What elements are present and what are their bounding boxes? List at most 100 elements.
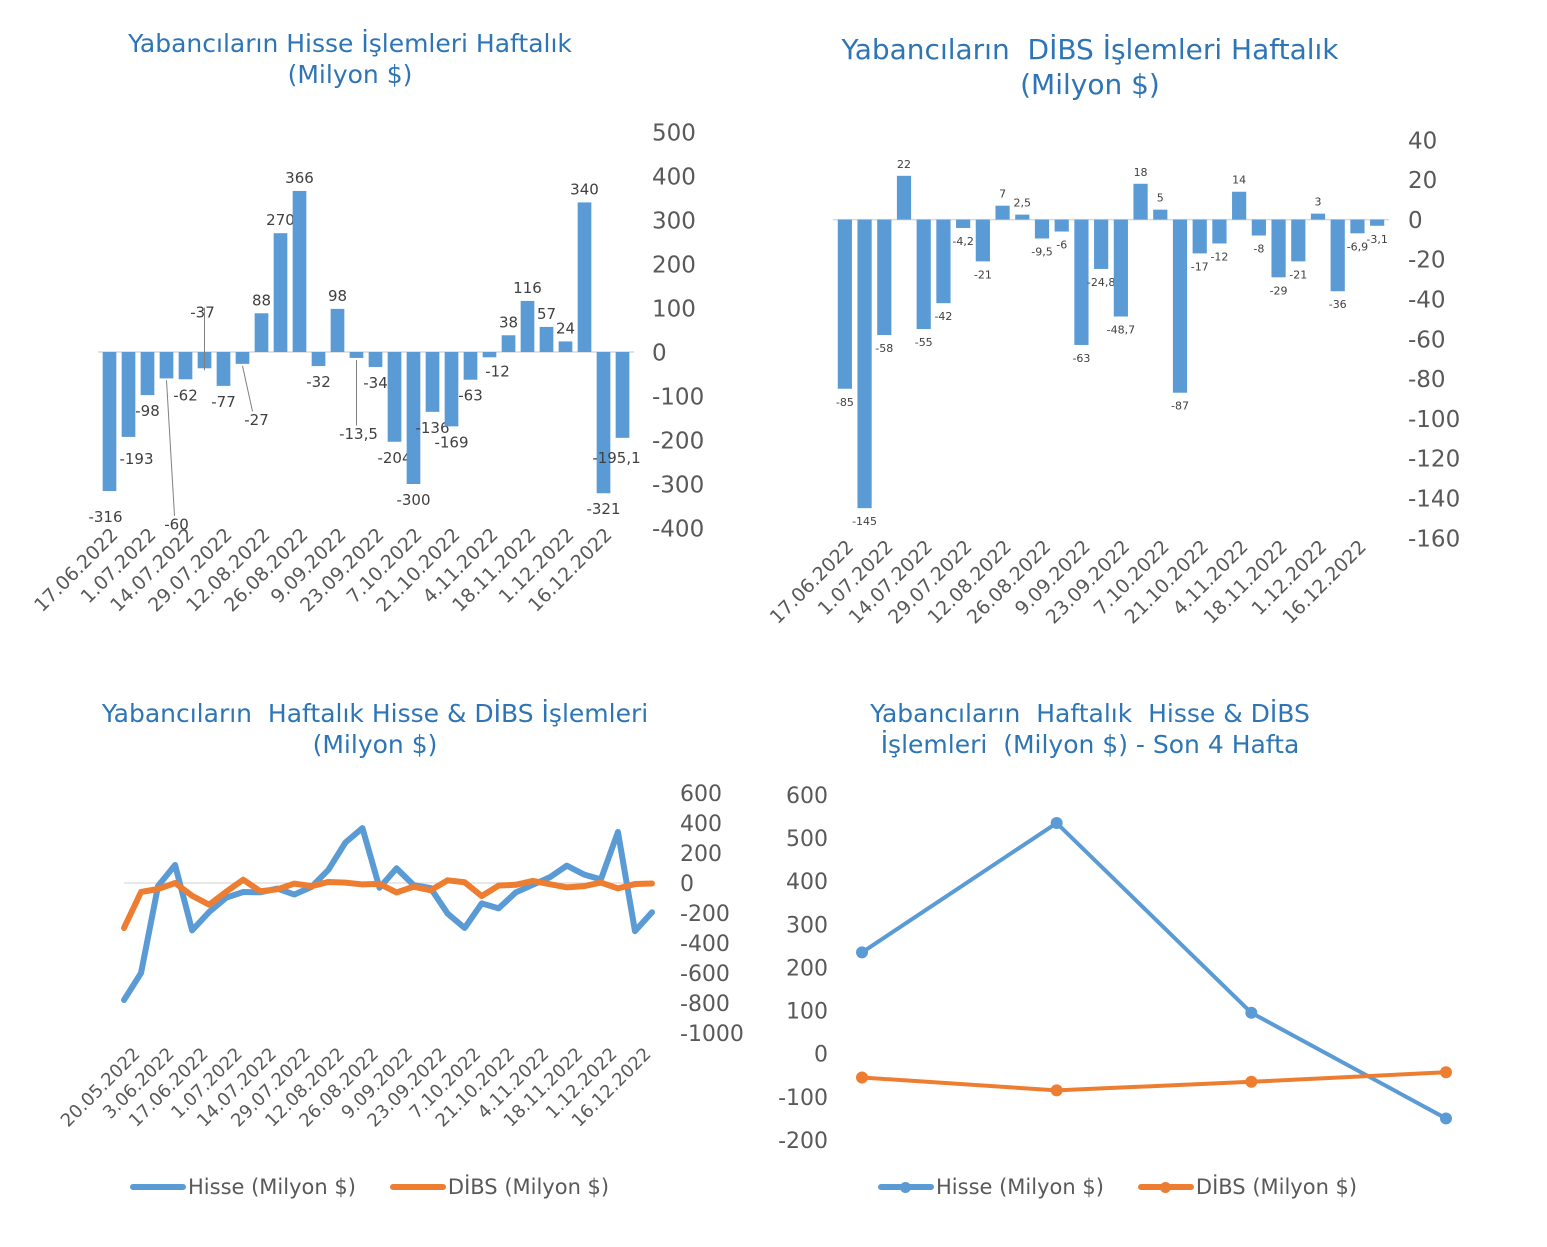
- y-tick-label: -160: [1408, 526, 1460, 552]
- bar: [482, 352, 497, 358]
- bar: [254, 313, 269, 352]
- data-label: 3: [1315, 196, 1322, 209]
- data-label: -12: [1210, 250, 1228, 263]
- data-label: -63: [1072, 352, 1090, 365]
- chart4-plot: 600 500 400 300 200 100 0 -100 -200: [778, 784, 1452, 1154]
- data-label: 18: [1134, 166, 1148, 179]
- data-label: -204: [377, 449, 411, 467]
- chart3-legend-dibs-label: DİBS (Milyon $): [447, 1175, 610, 1199]
- data-label: 14: [1232, 174, 1246, 187]
- data-label: -17: [1191, 260, 1209, 273]
- chart4-legend-hisse-label: Hisse (Milyon $): [936, 1175, 1104, 1199]
- dibs-point: [1440, 1066, 1452, 1079]
- hisse-point: [1245, 1006, 1258, 1019]
- y-tick-label: -80: [1408, 367, 1446, 393]
- bar: [975, 219, 990, 262]
- bar: [121, 352, 136, 437]
- data-label: -24,8: [1087, 276, 1115, 289]
- data-label: -12: [485, 362, 510, 380]
- hisse-dibs-last4-chart: Yabancıların Haftalık Hisse & DİBS İşlem…: [760, 680, 1547, 1240]
- y-tick-label: -120: [1408, 447, 1460, 473]
- data-label: -136: [415, 419, 449, 437]
- data-label: -27: [244, 411, 269, 429]
- data-label: -48,7: [1107, 324, 1135, 337]
- data-label: -300: [396, 491, 430, 509]
- bar: [216, 352, 231, 386]
- chart3-legend-hisse-label: Hisse (Milyon $): [188, 1175, 356, 1199]
- data-label: 116: [513, 279, 542, 297]
- bar: [1133, 183, 1148, 220]
- leader-line: [166, 380, 175, 516]
- bar: [1054, 219, 1069, 232]
- bar: [102, 352, 117, 492]
- data-label: 88: [252, 291, 271, 309]
- bar: [577, 202, 592, 352]
- bar: [539, 326, 554, 352]
- bar: [615, 352, 630, 438]
- y-tick-label: 100: [786, 1000, 828, 1025]
- hisse-point: [856, 946, 868, 959]
- dibs-legend-marker: [1137, 1181, 1194, 1193]
- chart3-title: Yabancıların Haftalık Hisse & DİBS İşlem…: [60, 698, 690, 761]
- bar: [1251, 219, 1266, 236]
- hisse-point: [1440, 1112, 1452, 1125]
- bar: [995, 205, 1010, 220]
- data-label: -37: [190, 303, 215, 321]
- y-tick-label: -20: [1408, 248, 1446, 274]
- data-label: -9,5: [1031, 246, 1052, 259]
- y-tick-label: 200: [786, 956, 828, 981]
- bar: [501, 335, 516, 352]
- data-label: -36: [1329, 298, 1347, 311]
- y-tick-label: -100: [1408, 407, 1460, 433]
- bar: [1172, 219, 1188, 393]
- y-tick-label: 0: [814, 1043, 828, 1068]
- dibs-line: [121, 876, 655, 931]
- y-tick-label: 200: [680, 842, 722, 867]
- chart1-title-line1: Yabancıların Hisse İşlemleri Haftalık: [128, 29, 572, 58]
- y-tick-label: -200: [778, 1129, 828, 1154]
- y-tick-label: 0: [652, 340, 667, 366]
- bar: [235, 352, 250, 364]
- data-label: -6: [1056, 239, 1067, 252]
- data-label: -32: [306, 373, 331, 391]
- chart1-plot: 500 400 300 200 100 0 -100 -200 -300 -400 -316 -193…: [30, 120, 704, 616]
- data-label: 22: [897, 158, 911, 171]
- dibs-point: [1245, 1075, 1258, 1088]
- bar: [178, 352, 193, 380]
- y-tick-label: 600: [786, 784, 828, 809]
- data-label: 7: [999, 188, 1006, 201]
- dibs-weekly-chart: Yabancıların DİBS İşlemleri Haftalık (Mi…: [760, 0, 1547, 670]
- y-tick-label: -100: [652, 384, 704, 410]
- bar: [916, 219, 931, 330]
- chart1-title-line2: (Milyon $): [287, 60, 413, 90]
- bar: [444, 352, 459, 427]
- data-label: -62: [173, 386, 198, 404]
- data-label: -63: [458, 387, 483, 405]
- data-label: -316: [88, 508, 122, 526]
- y-tick-label: -200: [680, 902, 730, 927]
- y-tick-label: 20: [1408, 168, 1437, 194]
- bar: [1330, 219, 1345, 292]
- data-label: -60: [164, 515, 189, 533]
- data-label: -98: [135, 402, 160, 420]
- y-tick-label: 400: [680, 812, 722, 837]
- data-label: -58: [875, 342, 893, 355]
- y-tick-label: -300: [652, 472, 704, 498]
- data-label: -55: [915, 336, 933, 349]
- y-tick-label: -800: [680, 992, 730, 1017]
- hisse-legend-swatch: [130, 1184, 186, 1190]
- data-label: -8: [1253, 243, 1264, 256]
- bar: [1350, 219, 1365, 234]
- data-label: 270: [266, 211, 295, 229]
- chart3-title-line1: Yabancıların Haftalık Hisse & DİBS İşlem…: [101, 699, 649, 728]
- chart4-legend-hisse: Hisse (Milyon $): [878, 1175, 1104, 1199]
- data-label: 366: [285, 169, 314, 187]
- bar: [896, 175, 912, 220]
- bar: [1074, 219, 1089, 345]
- bar: [1212, 219, 1227, 244]
- chart4-title: Yabancıların Haftalık Hisse & DİBS İşlem…: [820, 698, 1360, 761]
- data-label: -321: [586, 500, 620, 518]
- data-label: -42: [934, 310, 952, 323]
- bar: [1291, 219, 1306, 262]
- bar: [837, 219, 852, 389]
